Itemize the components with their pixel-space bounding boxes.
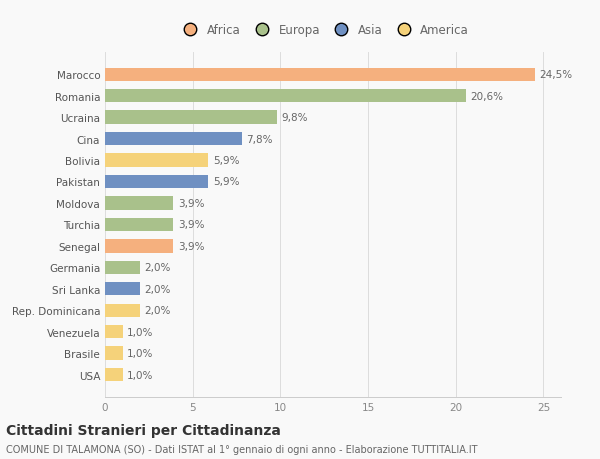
Bar: [105, 154, 208, 168]
Bar: [105, 218, 173, 231]
Bar: [105, 68, 535, 82]
Text: 1,0%: 1,0%: [127, 327, 153, 337]
Bar: [105, 261, 140, 274]
Bar: [105, 325, 122, 339]
Text: 3,9%: 3,9%: [178, 198, 204, 208]
Bar: [105, 240, 173, 253]
Text: Cittadini Stranieri per Cittadinanza: Cittadini Stranieri per Cittadinanza: [6, 423, 281, 437]
Text: 2,0%: 2,0%: [145, 306, 171, 315]
Text: 9,8%: 9,8%: [281, 113, 308, 123]
Text: 5,9%: 5,9%: [213, 156, 239, 166]
Text: COMUNE DI TALAMONA (SO) - Dati ISTAT al 1° gennaio di ogni anno - Elaborazione T: COMUNE DI TALAMONA (SO) - Dati ISTAT al …: [6, 444, 478, 454]
Bar: [105, 347, 122, 360]
Text: 1,0%: 1,0%: [127, 370, 153, 380]
Legend: Africa, Europa, Asia, America: Africa, Europa, Asia, America: [179, 24, 469, 37]
Text: 20,6%: 20,6%: [470, 91, 503, 101]
Text: 2,0%: 2,0%: [145, 284, 171, 294]
Bar: [105, 90, 466, 103]
Bar: [105, 282, 140, 296]
Bar: [105, 368, 122, 381]
Text: 24,5%: 24,5%: [539, 70, 572, 80]
Text: 1,0%: 1,0%: [127, 348, 153, 358]
Text: 3,9%: 3,9%: [178, 241, 204, 252]
Text: 5,9%: 5,9%: [213, 177, 239, 187]
Text: 7,8%: 7,8%: [246, 134, 272, 144]
Bar: [105, 133, 242, 146]
Text: 3,9%: 3,9%: [178, 220, 204, 230]
Bar: [105, 197, 173, 210]
Bar: [105, 111, 277, 124]
Bar: [105, 304, 140, 317]
Bar: [105, 175, 208, 189]
Text: 2,0%: 2,0%: [145, 263, 171, 273]
